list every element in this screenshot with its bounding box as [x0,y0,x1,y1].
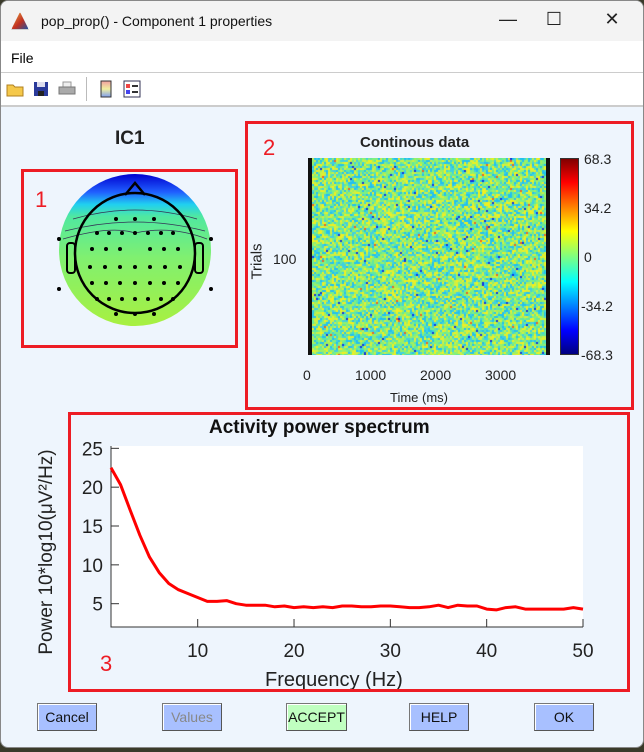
annotation-box-1 [21,169,238,348]
annotation-box-3 [68,412,630,692]
ok-button[interactable]: OK [534,703,594,731]
help-button[interactable]: HELP [409,703,469,731]
annotation-label-3: 3 [100,651,112,677]
values-button[interactable]: Values [162,703,222,731]
annotation-label-2: 2 [263,135,275,161]
annotation-label-1: 1 [35,187,47,213]
accept-button[interactable]: ACCEPT [286,703,347,731]
cancel-button[interactable]: Cancel [37,703,97,731]
spectrum-ylabel: Power 10*log10(μV²/Hz) [36,432,58,672]
annotation-box-2 [245,121,634,410]
